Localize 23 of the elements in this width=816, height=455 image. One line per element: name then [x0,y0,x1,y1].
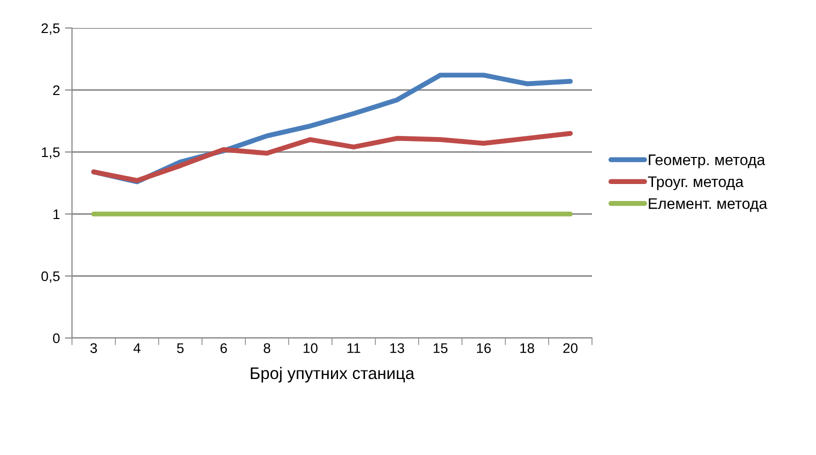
y-tick-label: 0,5 [41,271,60,283]
y-tick-label: 1 [54,209,60,220]
y-tick-label: 1,5 [42,147,60,159]
x-tick-label: 10 [304,343,318,354]
legend-label: Геометр. метода [648,154,766,168]
x-tick-label: 6 [220,343,227,354]
y-tick-label: 2 [53,85,60,96]
x-tick-label: 11 [348,343,360,353]
y-tick-label: 0 [53,333,60,344]
x-tick-label: 20 [563,343,578,354]
x-tick-label: 16 [477,343,491,354]
x-tick-label: 18 [520,343,534,354]
x-tick-label: 3 [90,343,97,354]
x-tick-label: 15 [434,343,448,354]
x-axis-title: Број упутних станица [250,366,414,382]
x-tick-label: 13 [390,343,404,354]
x-tick-label: 8 [264,343,270,354]
legend-label: Троуг. метода [648,176,744,190]
line-series [91,130,573,183]
x-tick-label: 4 [133,343,140,353]
y-tick-label: 2,5 [42,23,60,35]
legend-label: Елемент. метода [648,198,768,212]
x-tick-label: 5 [177,343,184,354]
